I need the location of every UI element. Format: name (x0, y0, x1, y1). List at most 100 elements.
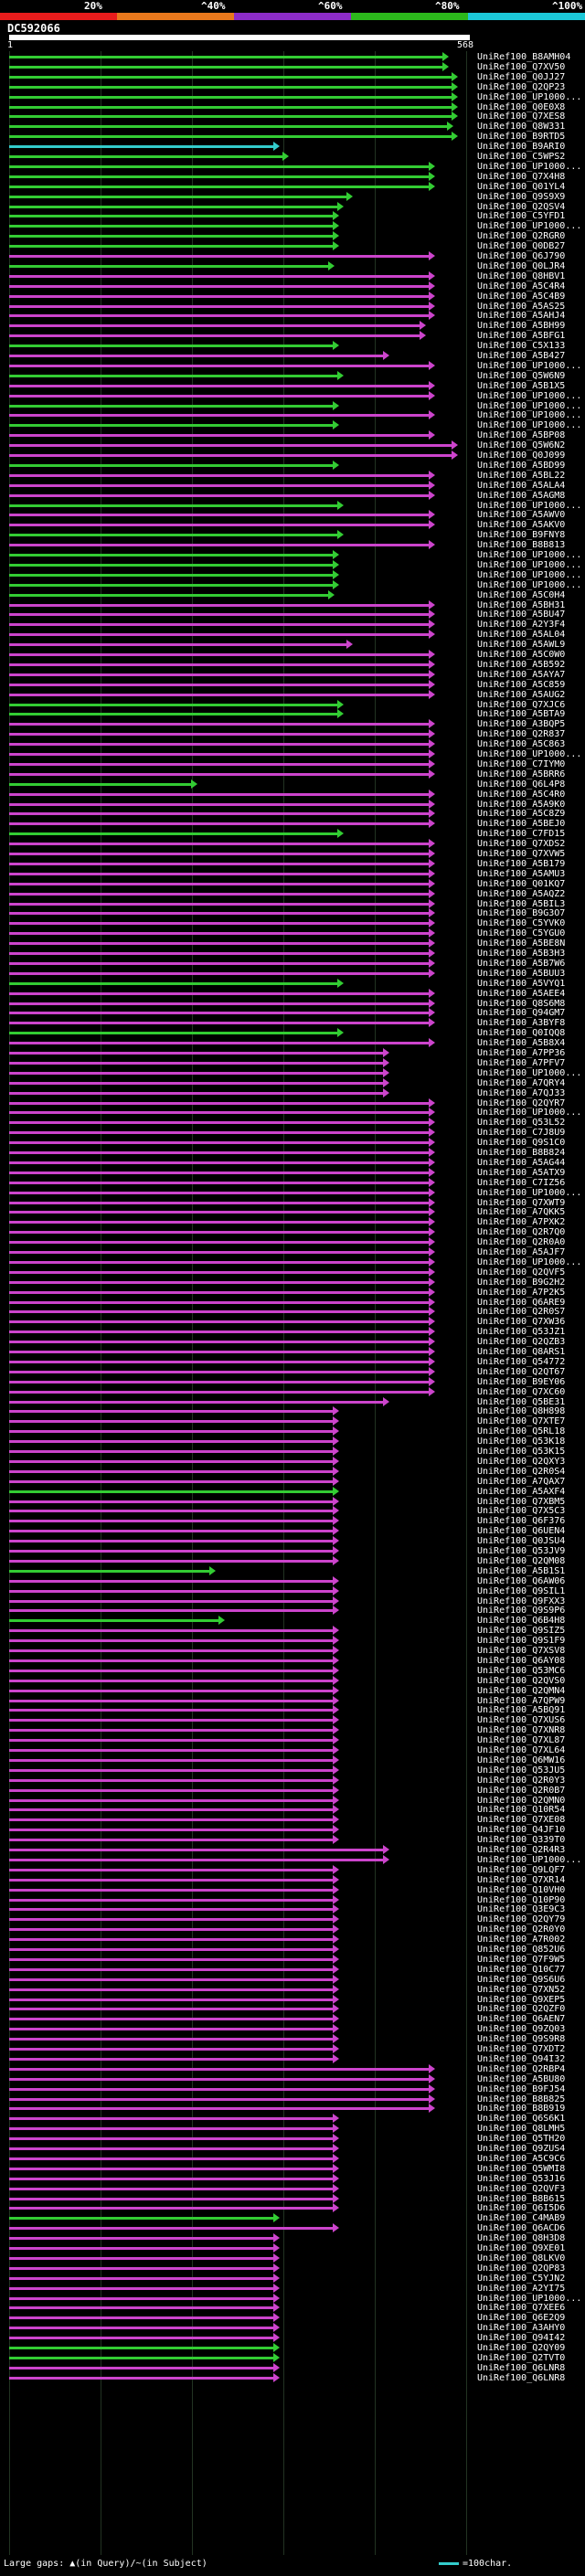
hit-bar[interactable] (9, 1157, 435, 1167)
hit-bar[interactable] (9, 2223, 339, 2233)
hit-label[interactable]: UniRef100_A5BTA9 (477, 709, 566, 720)
hit-row[interactable]: UniRef100_C5YFD1 (0, 210, 585, 223)
hit-label[interactable]: UniRef100_Q339T0 (477, 1835, 566, 1846)
hit-bar[interactable] (9, 1217, 435, 1227)
hit-row[interactable]: UniRef100_Q10P90 (0, 1894, 585, 1907)
hit-label[interactable]: UniRef100_Q2QMN4 (477, 1685, 566, 1696)
hit-row[interactable]: UniRef100_Q2QT67 (0, 1366, 585, 1379)
hit-bar[interactable] (9, 1864, 339, 1874)
hit-label[interactable]: UniRef100_Q9ZUS4 (477, 2144, 566, 2154)
hit-label[interactable]: UniRef100_A7PFV7 (477, 1057, 566, 1068)
hit-row[interactable]: UniRef100_Q7XDT2 (0, 2043, 585, 2056)
hit-row[interactable]: UniRef100_B8B615 (0, 2193, 585, 2206)
hit-row[interactable]: UniRef100_Q94I32 (0, 2053, 585, 2066)
hit-label[interactable]: UniRef100_A5BD99 (477, 460, 566, 471)
hit-row[interactable]: UniRef100_A3BYF8 (0, 1017, 585, 1030)
hit-bar[interactable] (9, 1138, 435, 1148)
hit-bar[interactable] (9, 789, 435, 799)
hit-label[interactable]: UniRef100_Q7XBM5 (477, 1496, 566, 1507)
hit-row[interactable]: UniRef100_UP1000... (0, 390, 585, 403)
hit-row[interactable]: UniRef100_A5B1S1 (0, 1565, 585, 1578)
hit-bar[interactable] (9, 719, 435, 729)
hit-label[interactable]: UniRef100_Q53MC6 (477, 1665, 566, 1676)
hit-row[interactable]: UniRef100_UP1000... (0, 549, 585, 562)
hit-row[interactable]: UniRef100_Q9ZQ03 (0, 2023, 585, 2036)
hit-row[interactable]: UniRef100_Q7XL64 (0, 1744, 585, 1757)
hit-label[interactable]: UniRef100_A5C0W0 (477, 650, 566, 660)
hit-row[interactable]: UniRef100_Q6L4P8 (0, 779, 585, 791)
hit-bar[interactable] (9, 201, 344, 211)
hit-label[interactable]: UniRef100_A5BH31 (477, 599, 566, 610)
hit-row[interactable]: UniRef100_Q2QZF0 (0, 2003, 585, 2016)
hit-bar[interactable] (9, 2193, 339, 2203)
hit-row[interactable]: UniRef100_A5C8Z9 (0, 808, 585, 821)
hit-row[interactable]: UniRef100_Q2QP23 (0, 81, 585, 94)
hit-row[interactable]: UniRef100_A5BTA9 (0, 708, 585, 721)
hit-row[interactable]: UniRef100_Q2QVF3 (0, 2183, 585, 2196)
hit-label[interactable]: UniRef100_A3AHY0 (477, 2323, 566, 2334)
hit-row[interactable]: UniRef100_A3AHY0 (0, 2322, 585, 2335)
hit-row[interactable]: UniRef100_A5C4R0 (0, 789, 585, 801)
hit-bar[interactable] (9, 1067, 389, 1077)
hit-bar[interactable] (9, 1297, 435, 1307)
hit-label[interactable]: UniRef100_A5B1X5 (477, 380, 566, 391)
hit-row[interactable]: UniRef100_A5AHJ4 (0, 310, 585, 323)
hit-row[interactable]: UniRef100_Q0JSU4 (0, 1535, 585, 1548)
hit-row[interactable]: UniRef100_Q2R4R3 (0, 1844, 585, 1857)
hit-row[interactable]: UniRef100_B9RTD5 (0, 131, 585, 143)
hit-bar[interactable] (9, 122, 453, 132)
hit-row[interactable]: UniRef100_A5BRR6 (0, 769, 585, 781)
hit-label[interactable]: UniRef100_Q7XN52 (477, 1984, 566, 1995)
hit-bar[interactable] (9, 241, 339, 251)
hit-row[interactable]: UniRef100_Q2QP83 (0, 2263, 585, 2275)
hit-row[interactable]: UniRef100_Q6B4H8 (0, 1615, 585, 1627)
hit-label[interactable]: UniRef100_Q94I42 (477, 2333, 566, 2344)
hit-bar[interactable] (9, 2372, 280, 2382)
hit-row[interactable]: UniRef100_C7IYM0 (0, 758, 585, 771)
hit-bar[interactable] (9, 1087, 389, 1097)
hit-label[interactable]: UniRef100_Q9S6U6 (477, 1974, 566, 1985)
hit-bar[interactable] (9, 1227, 435, 1237)
hit-bar[interactable] (9, 61, 449, 71)
hit-bar[interactable] (9, 1626, 339, 1636)
hit-bar[interactable] (9, 331, 426, 341)
hit-label[interactable]: UniRef100_Q0LJR4 (477, 260, 566, 271)
hit-row[interactable]: UniRef100_C7FD15 (0, 828, 585, 841)
hit-label[interactable]: UniRef100_UP1000... (477, 420, 582, 431)
hit-label[interactable]: UniRef100_Q2R4R3 (477, 1845, 566, 1855)
hit-bar[interactable] (9, 689, 435, 699)
hit-bar[interactable] (9, 1565, 216, 1575)
hit-label[interactable]: UniRef100_A5AWV0 (477, 510, 566, 521)
hit-bar[interactable] (9, 1356, 435, 1366)
hit-bar[interactable] (9, 2362, 280, 2372)
hit-label[interactable]: UniRef100_A7PP36 (477, 1048, 566, 1058)
hit-bar[interactable] (9, 540, 435, 550)
hit-label[interactable]: UniRef100_A5C8Z9 (477, 809, 566, 820)
hit-bar[interactable] (9, 520, 435, 530)
hit-label[interactable]: UniRef100_B8B813 (477, 540, 566, 551)
hit-bar[interactable] (9, 898, 435, 908)
hit-bar[interactable] (9, 1128, 435, 1138)
hit-label[interactable]: UniRef100_A5C0H4 (477, 589, 566, 600)
hit-label[interactable]: UniRef100_UP1000... (477, 1067, 582, 1078)
hit-bar[interactable] (9, 1108, 435, 1118)
hit-bar[interactable] (9, 1765, 339, 1775)
hit-bar[interactable] (9, 918, 435, 928)
hit-label[interactable]: UniRef100_A5AQZ2 (477, 888, 566, 899)
hit-label[interactable]: UniRef100_A2Y3F4 (477, 620, 566, 631)
hit-label[interactable]: UniRef100_UP1000... (477, 221, 582, 232)
hit-bar[interactable] (9, 799, 435, 809)
hit-bar[interactable] (9, 709, 344, 719)
hit-label[interactable]: UniRef100_A5AJF7 (477, 1247, 566, 1257)
hit-bar[interactable] (9, 1945, 339, 1954)
hit-row[interactable]: UniRef100_Q7XR14 (0, 1874, 585, 1887)
hit-bar[interactable] (9, 2233, 280, 2243)
hit-label[interactable]: UniRef100_A2YI75 (477, 2283, 566, 2294)
hit-bar[interactable] (9, 500, 344, 510)
hit-bar[interactable] (9, 729, 435, 739)
hit-label[interactable]: UniRef100_UP1000... (477, 91, 582, 102)
hit-row[interactable]: UniRef100_UP1000... (0, 1107, 585, 1119)
hit-bar[interactable] (9, 758, 435, 769)
hit-row[interactable]: UniRef100_B9FNY8 (0, 529, 585, 542)
hit-row[interactable]: UniRef100_Q9ZUS4 (0, 2143, 585, 2156)
